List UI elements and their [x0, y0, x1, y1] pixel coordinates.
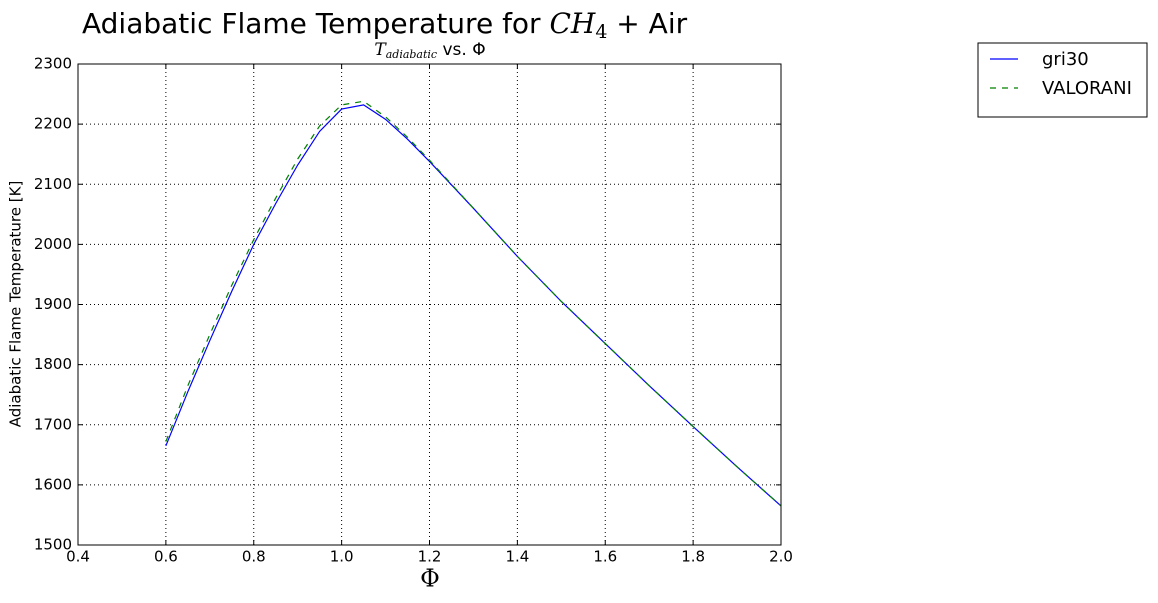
chart-title: Adiabatic Flame Temperature for CH4 + Ai… [82, 7, 688, 44]
subtitle-rest: vs. Φ [437, 40, 486, 60]
legend-box [977, 42, 1148, 118]
y-axis-label: Adiabatic Flame Temperature [K] [7, 181, 25, 428]
legend-label: gri30 [1042, 49, 1089, 70]
x-axis-label: Φ [420, 565, 440, 593]
x-tick-label: 0.4 [66, 548, 90, 566]
y-tick-label: 1800 [34, 355, 72, 373]
y-tick-label: 2100 [34, 175, 72, 193]
x-tick-label: 1.6 [593, 548, 617, 566]
series-line [165, 104, 782, 507]
series-line [165, 100, 782, 507]
y-tick-label: 1900 [34, 295, 72, 313]
x-tick-label: 1.4 [505, 548, 529, 566]
x-tick-label: 1.8 [681, 548, 705, 566]
y-tick-label: 1700 [34, 415, 72, 433]
title-rest: + Air [607, 7, 687, 40]
legend-label: VALORANI [1042, 78, 1132, 99]
title-species: CH [549, 7, 595, 40]
x-tick-label: 2.0 [769, 548, 793, 566]
y-tick-label: 2200 [34, 115, 72, 133]
y-tick-label: 1500 [34, 536, 72, 554]
x-tick-label: 0.8 [242, 548, 266, 566]
chart-subtitle: Tadiabatic vs. Φ [374, 40, 485, 62]
y-tick-label: 2000 [34, 235, 72, 253]
title-subscript: 4 [595, 21, 607, 43]
title-text: Adiabatic Flame Temperature for [82, 7, 549, 40]
subtitle-subscript: adiabatic [386, 48, 437, 61]
x-tick-label: 0.6 [154, 548, 178, 566]
plot-frame [77, 63, 782, 546]
subtitle-symbol: T [374, 40, 387, 60]
y-tick-label: 1600 [34, 475, 72, 493]
x-tick-label: 1.0 [330, 548, 354, 566]
x-tick-label: 1.2 [418, 548, 442, 566]
y-tick-label: 2300 [34, 55, 72, 73]
